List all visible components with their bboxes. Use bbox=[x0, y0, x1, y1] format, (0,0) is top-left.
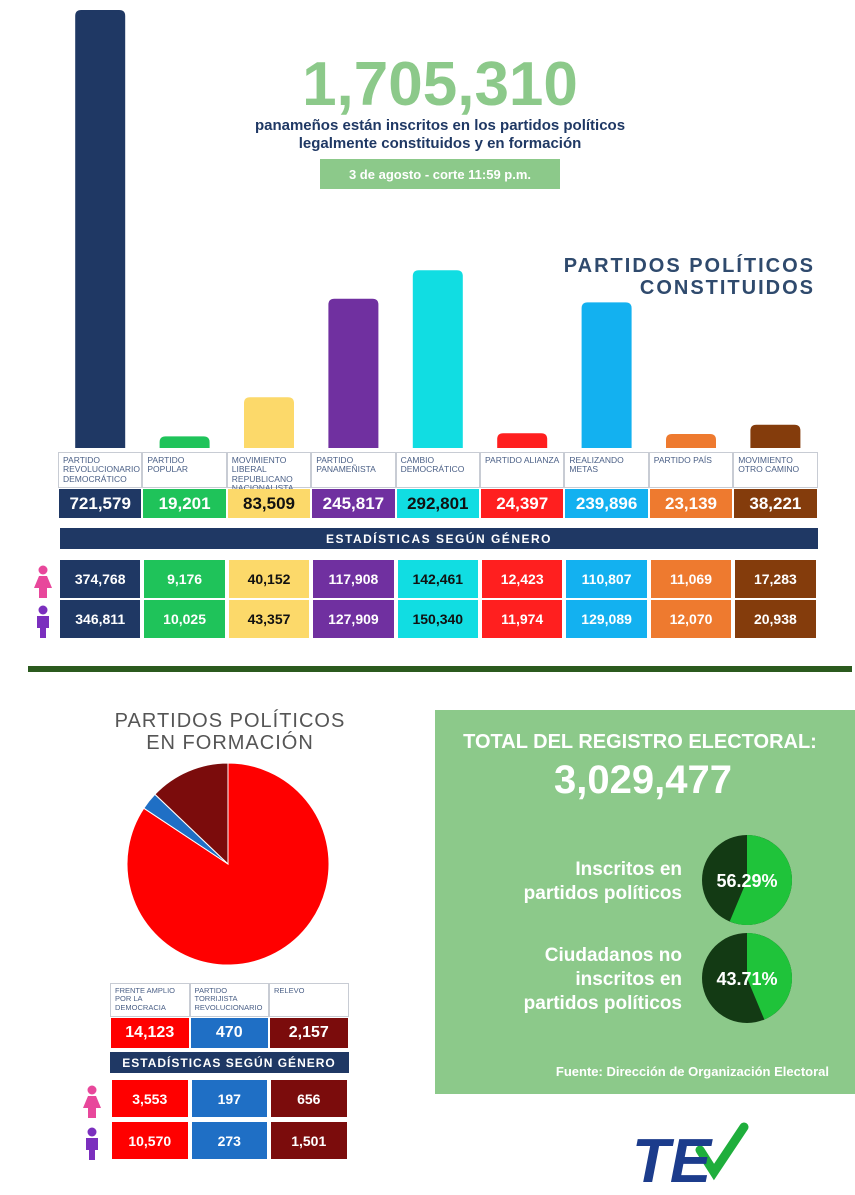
bar bbox=[750, 424, 801, 448]
category-label: PARTIDO PAÍS bbox=[648, 452, 734, 488]
registry-label: partidos políticos bbox=[524, 883, 682, 904]
bar bbox=[75, 10, 126, 448]
gender-cell: 117,908 bbox=[313, 560, 394, 598]
logo: TE bbox=[632, 1127, 713, 1195]
value-label: 292,801 bbox=[396, 489, 479, 518]
source: Fuente: Dirección de Organización Electo… bbox=[556, 1064, 829, 1079]
date-box bbox=[320, 159, 560, 189]
gender-icon bbox=[34, 576, 52, 598]
date: 3 de agosto - corte 11:59 p.m. bbox=[349, 167, 531, 182]
gender-icon bbox=[38, 565, 48, 575]
gender-cell: 374,768 bbox=[60, 560, 141, 598]
registry-title: TOTAL DEL REGISTRO ELECTORAL: bbox=[463, 731, 817, 753]
gender-cell: 43,357 bbox=[228, 600, 310, 638]
category-label: FRENTE AMPLIO POR LA DEMOCRACIA bbox=[110, 983, 190, 1017]
value-label: 19,201 bbox=[143, 489, 226, 518]
gender-cell: 1,501 bbox=[271, 1122, 347, 1159]
gender-cell: 11,974 bbox=[482, 600, 563, 638]
bar bbox=[497, 433, 548, 448]
bar bbox=[159, 436, 210, 448]
category-label: REALIZANDO METAS bbox=[564, 452, 649, 488]
category-label: MOVIMIENTO LIBERAL REPUBLICANO NACIONALI… bbox=[226, 452, 312, 493]
registry-label: inscritos en bbox=[575, 969, 682, 990]
chart-title: CONSTITUIDOS bbox=[640, 277, 815, 299]
value-label: 23,139 bbox=[649, 489, 733, 518]
value-label: 83,509 bbox=[227, 489, 311, 518]
gender-cell: 17,283 bbox=[735, 560, 816, 598]
value-label: 239,896 bbox=[565, 489, 648, 518]
bar bbox=[412, 270, 463, 448]
value-label: 245,817 bbox=[312, 489, 395, 518]
value-label: 721,579 bbox=[59, 489, 142, 518]
gender-cell: 10,570 bbox=[112, 1122, 188, 1159]
value-label: 24,397 bbox=[481, 489, 564, 518]
category-label: CAMBIO DEMOCRÁTICO bbox=[395, 452, 480, 488]
gender-icon bbox=[87, 1085, 97, 1095]
gender-icon bbox=[37, 616, 49, 638]
headline: 1,705,310 bbox=[302, 50, 578, 119]
gender-cell: 142,461 bbox=[397, 560, 478, 598]
logo-check bbox=[695, 1122, 749, 1181]
registry-label: partidos políticos bbox=[524, 993, 682, 1014]
subtitle: panameños están inscritos en los partido… bbox=[255, 117, 625, 134]
bar bbox=[666, 433, 716, 448]
gender-cell: 150,340 bbox=[397, 600, 478, 638]
category-label: RELEVO bbox=[269, 983, 349, 1017]
donut-slice bbox=[747, 933, 793, 1020]
category-label: MOVIMIENTO OTRO CAMINO bbox=[733, 452, 818, 488]
gender-cell: 197 bbox=[191, 1080, 267, 1117]
gender-cell: 12,423 bbox=[482, 560, 563, 598]
value-label: 14,123 bbox=[111, 1018, 189, 1048]
pie-slice bbox=[154, 762, 229, 866]
gender-cell: 110,807 bbox=[566, 560, 647, 598]
gender-icon bbox=[87, 1127, 97, 1137]
gender-cell: 127,909 bbox=[313, 600, 394, 638]
gender-header: ESTADÍSTICAS SEGÚN GÉNERO bbox=[122, 1055, 335, 1070]
bar bbox=[581, 302, 632, 448]
subtitle: legalmente constituidos y en formación bbox=[299, 135, 582, 152]
gender-cell: 656 bbox=[271, 1080, 347, 1117]
chart-title: EN FORMACIÓN bbox=[146, 731, 314, 754]
value-label: 2,157 bbox=[270, 1018, 348, 1048]
gender-header: ESTADÍSTICAS SEGÚN GÉNERO bbox=[326, 531, 552, 546]
category-label: PARTIDO TORRIJISTA REVOLUCIONARIO bbox=[189, 983, 269, 1017]
gender-cell: 3,553 bbox=[112, 1080, 188, 1117]
gender-cell: 20,938 bbox=[735, 600, 816, 638]
donut-label: 56.29% bbox=[716, 871, 777, 891]
chart-title: PARTIDOS POLÍTICOS bbox=[564, 254, 815, 277]
category-label: PARTIDO POPULAR bbox=[142, 452, 227, 488]
category-label: PARTIDO REVOLUCIONARIO DEMOCRÁTICO bbox=[58, 452, 143, 488]
gender-cell: 12,070 bbox=[650, 600, 732, 638]
gender-cell: 129,089 bbox=[566, 600, 647, 638]
gender-cell: 273 bbox=[191, 1122, 267, 1159]
category-label: PARTIDO PANAMEÑISTA bbox=[311, 452, 396, 488]
registry-label: Inscritos en bbox=[575, 859, 682, 880]
donut-label: 43.71% bbox=[716, 969, 777, 989]
gender-cell: 9,176 bbox=[144, 560, 225, 598]
gender-cell: 10,025 bbox=[144, 600, 225, 638]
bar bbox=[328, 298, 379, 448]
gender-cell: 11,069 bbox=[650, 560, 732, 598]
bar bbox=[244, 397, 294, 448]
gender-icon bbox=[38, 605, 48, 615]
gender-header-bg bbox=[60, 528, 818, 549]
donut-slice bbox=[729, 835, 792, 925]
gender-icon bbox=[83, 1096, 101, 1118]
gender-header-bg bbox=[110, 1052, 349, 1073]
registry-total: 3,029,477 bbox=[554, 758, 732, 802]
value-label: 470 bbox=[190, 1018, 268, 1048]
gender-icon bbox=[86, 1138, 98, 1160]
divider bbox=[28, 666, 852, 672]
registry-label: Ciudadanos no bbox=[545, 945, 682, 966]
gender-cell: 346,811 bbox=[60, 600, 141, 638]
gender-cell: 40,152 bbox=[228, 560, 310, 598]
chart-title: PARTIDOS POLÍTICOS bbox=[115, 709, 346, 732]
category-label: PARTIDO ALIANZA bbox=[480, 452, 565, 488]
value-label: 38,221 bbox=[734, 489, 817, 518]
